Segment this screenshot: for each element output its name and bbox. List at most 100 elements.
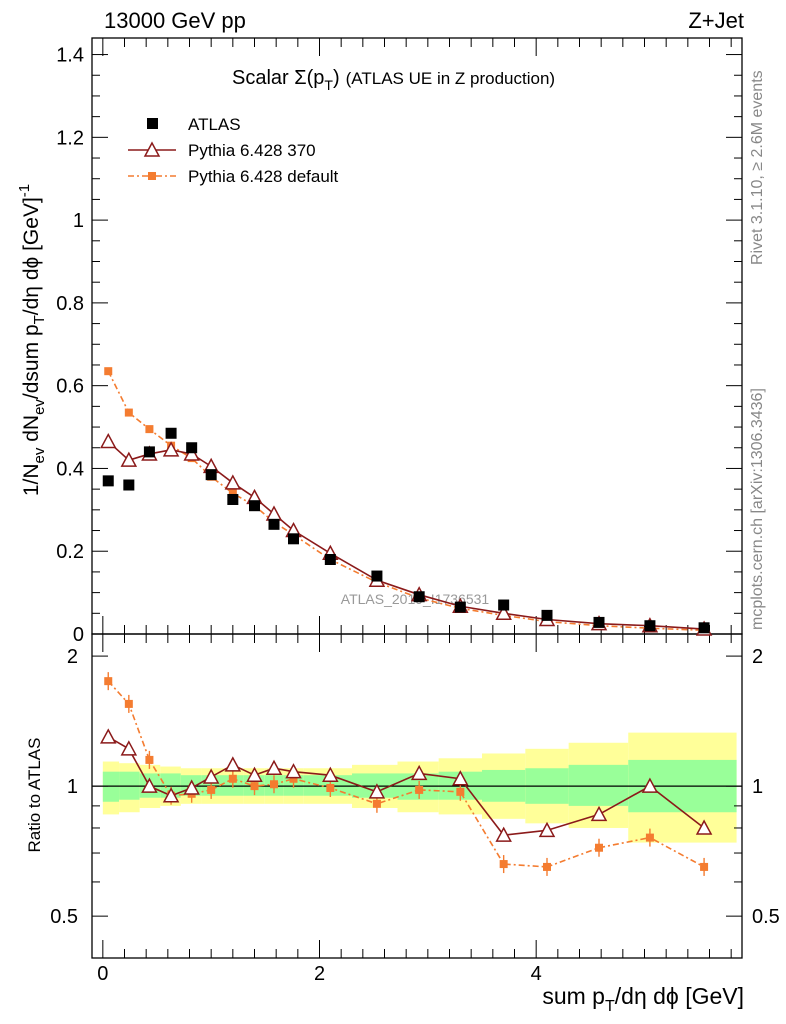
main-point-pythia-default bbox=[145, 425, 154, 434]
ratio-y-tick-label: 0.5 bbox=[50, 906, 78, 928]
main-point-atlas bbox=[593, 616, 605, 628]
y-tick-label: 0 bbox=[73, 624, 84, 646]
legend: ATLAS Pythia 6.428 370 Pythia 6.428 defa… bbox=[128, 115, 339, 186]
ratio-y-tick-label-right: 1 bbox=[752, 776, 763, 798]
x-axis-label: sum pT/dη dϕ [GeV] bbox=[542, 983, 744, 1015]
main-point-pythia-370 bbox=[99, 432, 117, 449]
y-tick-label: 0.8 bbox=[56, 293, 84, 315]
ratio-point-pythia-default bbox=[250, 782, 259, 791]
main-point-atlas bbox=[541, 609, 553, 621]
main-point-atlas bbox=[165, 427, 177, 439]
ratio-point-pythia-default bbox=[270, 780, 278, 789]
ratio-point-pythia-default bbox=[289, 774, 298, 783]
main-point-atlas bbox=[324, 554, 336, 565]
main-point-atlas bbox=[205, 469, 217, 481]
plot-title: Scalar Σ(pT) (ATLAS UE in Z production) bbox=[232, 67, 555, 93]
data-marks bbox=[99, 367, 713, 876]
header-left: 13000 GeV pp bbox=[104, 8, 246, 33]
main-ylabel: 1/Nev dNev/dsum pT/dη dϕ [GeV]-1 bbox=[16, 184, 48, 496]
main-point-atlas bbox=[371, 570, 383, 582]
main-point-pythia-default bbox=[104, 367, 113, 376]
main-point-atlas bbox=[227, 493, 239, 505]
main-point-pythia-370 bbox=[120, 451, 138, 467]
x-tick-label: 0 bbox=[97, 963, 108, 985]
y-tick-label: 1 bbox=[73, 210, 84, 232]
ratio-y-tick-label-right: 2 bbox=[752, 646, 763, 668]
ratio-point-pythia-370 bbox=[224, 756, 242, 772]
ratio-point-pythia-default bbox=[228, 774, 237, 783]
main-point-atlas bbox=[644, 620, 656, 632]
ratio-point-pythia-default bbox=[456, 787, 465, 796]
legend-label-atlas: ATLAS bbox=[188, 115, 241, 134]
main-point-pythia-370 bbox=[224, 474, 242, 490]
mcplots-label: mcplots.cern.ch [arXiv:1306.3436] bbox=[749, 388, 766, 630]
ratio-point-pythia-default bbox=[207, 785, 216, 794]
ratio-point-pythia-default bbox=[326, 784, 335, 793]
legend-marker-pythia-default bbox=[148, 172, 156, 180]
ratio-point-pythia-default bbox=[415, 785, 424, 794]
ratio-point-pythia-370 bbox=[590, 805, 608, 822]
legend-label-pythia-370: Pythia 6.428 370 bbox=[188, 141, 316, 160]
ratio-point-pythia-370 bbox=[538, 821, 556, 838]
ratio-point-pythia-370 bbox=[202, 768, 220, 784]
header-right: Z+Jet bbox=[688, 8, 744, 33]
main-point-pythia-370 bbox=[495, 604, 512, 621]
ratio-point-pythia-default bbox=[700, 862, 709, 871]
legend-label-pythia-default: Pythia 6.428 default bbox=[188, 167, 339, 186]
ratio-point-pythia-370 bbox=[162, 787, 180, 803]
ratio-y-tick-label: 2 bbox=[67, 646, 78, 668]
ratio-point-pythia-370 bbox=[452, 770, 469, 786]
ratio-point-pythia-370 bbox=[641, 777, 659, 793]
y-tick-label: 0.4 bbox=[56, 458, 84, 480]
x-tick-label: 2 bbox=[314, 963, 325, 985]
main-point-atlas bbox=[454, 601, 466, 613]
ratio-ylabel: Ratio to ATLAS bbox=[25, 738, 44, 853]
y-tick-label: 1.4 bbox=[56, 45, 84, 67]
main-point-atlas bbox=[288, 533, 299, 545]
ratio-point-pythia-370 bbox=[120, 740, 138, 756]
ratio-point-pythia-370 bbox=[183, 779, 200, 795]
main-point-atlas bbox=[123, 479, 135, 491]
band-inner-segment bbox=[568, 764, 629, 806]
ratio-point-pythia-370 bbox=[495, 826, 512, 842]
x-tick-label: 4 bbox=[531, 963, 542, 985]
main-point-pythia-370 bbox=[183, 445, 200, 461]
main-point-atlas bbox=[413, 591, 425, 603]
ratio-point-pythia-370 bbox=[99, 728, 117, 744]
main-point-pythia-370 bbox=[162, 441, 180, 457]
ratio-point-pythia-370 bbox=[695, 819, 713, 835]
ratio-point-pythia-default bbox=[499, 860, 508, 869]
axes: 00.20.40.60.811.21.40 2 40.5 0.51 12 2 bbox=[50, 37, 780, 985]
ratio-point-pythia-370 bbox=[368, 783, 386, 799]
uncertainty-bands bbox=[92, 732, 742, 843]
legend-marker-pythia-370 bbox=[143, 141, 161, 157]
ratio-point-pythia-370 bbox=[265, 759, 283, 775]
main-point-atlas bbox=[143, 446, 155, 458]
main-point-atlas bbox=[268, 518, 280, 530]
ratio-y-tick-label-right: 0.5 bbox=[752, 906, 780, 928]
ratio-point-pythia-default bbox=[372, 799, 381, 808]
main-point-atlas bbox=[102, 475, 114, 487]
main-point-atlas bbox=[249, 500, 260, 512]
y-tick-label: 0.6 bbox=[56, 376, 84, 398]
ratio-point-pythia-370 bbox=[246, 766, 263, 782]
main-point-pythia-default bbox=[228, 489, 237, 498]
ratio-frame bbox=[91, 633, 743, 959]
main-point-atlas bbox=[498, 599, 510, 611]
ratio-y-tick-label: 1 bbox=[67, 776, 78, 798]
ratio-point-pythia-default bbox=[543, 862, 551, 871]
main-point-atlas bbox=[186, 442, 198, 454]
legend-marker-atlas bbox=[147, 118, 158, 129]
ratio-point-pythia-370 bbox=[141, 777, 158, 793]
band-inner-segment bbox=[102, 771, 120, 802]
ratio-point-pythia-370 bbox=[322, 766, 339, 782]
rivet-version-label: Rivet 3.1.10, ≥ 2.6M events bbox=[749, 70, 766, 265]
ratio-point-pythia-370 bbox=[410, 764, 428, 781]
main-point-atlas bbox=[698, 622, 710, 634]
ratio-point-pythia-370 bbox=[285, 763, 302, 779]
ratio-point-pythia-default bbox=[104, 677, 113, 686]
ratio-point-pythia-default bbox=[124, 699, 133, 708]
main-point-pythia-default bbox=[124, 408, 133, 417]
ratio-point-pythia-default bbox=[645, 833, 654, 842]
